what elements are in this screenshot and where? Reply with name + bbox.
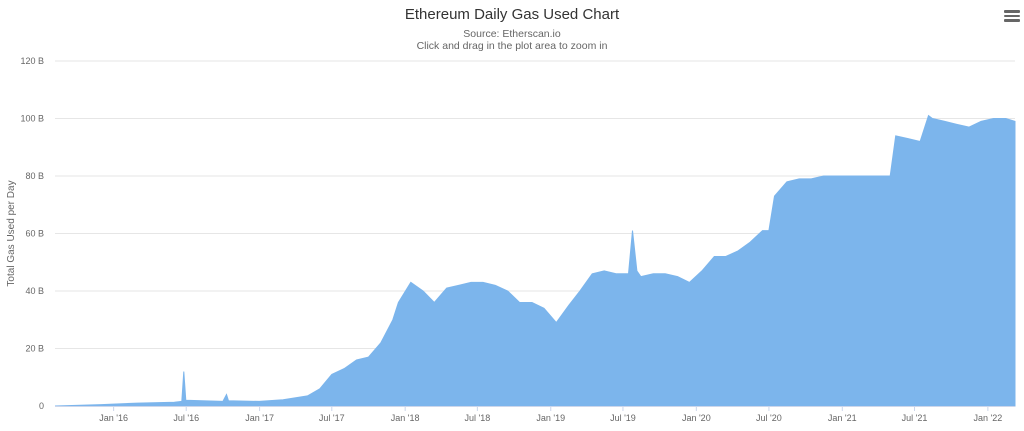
- x-tick-label: Jul '21: [902, 413, 928, 423]
- menu-bar: [1004, 14, 1020, 17]
- y-axis-ticks: 0 20 B 40 B 60 B 80 B 100 B 120 B: [20, 56, 44, 411]
- y-tick-label: 40 B: [25, 286, 44, 296]
- area-series: [54, 114, 1016, 407]
- x-tick-label: Jan '21: [828, 413, 857, 423]
- x-tick-label: Jul '17: [319, 413, 345, 423]
- y-tick-label: 120 B: [20, 56, 44, 66]
- menu-bar: [1004, 19, 1020, 22]
- x-axis-ticks: Jan '16 Jul '16 Jan '17 Jul '17 Jan '18 Jul '…: [99, 406, 1002, 423]
- x-tick-label: Jan '18: [391, 413, 420, 423]
- chart-subtitle-hint: Click and drag in the plot area to zoom …: [416, 40, 608, 52]
- hamburger-menu-icon[interactable]: [1004, 8, 1020, 24]
- y-tick-label: 100 B: [20, 114, 44, 124]
- area-fill: [54, 114, 1016, 407]
- x-tick-label: Jan '16: [99, 413, 128, 423]
- x-tick-label: Jul '18: [465, 413, 491, 423]
- y-tick-label: 0: [39, 401, 44, 411]
- x-tick-label: Jul '20: [756, 413, 782, 423]
- y-axis-label: Total Gas Used per Day: [6, 180, 17, 286]
- x-tick-label: Jan '19: [536, 413, 565, 423]
- x-tick-label: Jan '17: [245, 413, 274, 423]
- y-tick-label: 20 B: [25, 344, 44, 354]
- x-tick-label: Jul '16: [173, 413, 199, 423]
- x-tick-label: Jul '19: [610, 413, 636, 423]
- x-tick-label: Jan '22: [974, 413, 1003, 423]
- chart-subtitle: Source: Etherscan.io: [463, 28, 561, 40]
- menu-bar: [1004, 10, 1020, 13]
- y-tick-label: 80 B: [25, 171, 44, 181]
- y-tick-label: 60 B: [25, 229, 44, 239]
- x-tick-label: Jan '20: [682, 413, 711, 423]
- chart-title: Ethereum Daily Gas Used Chart: [404, 6, 620, 23]
